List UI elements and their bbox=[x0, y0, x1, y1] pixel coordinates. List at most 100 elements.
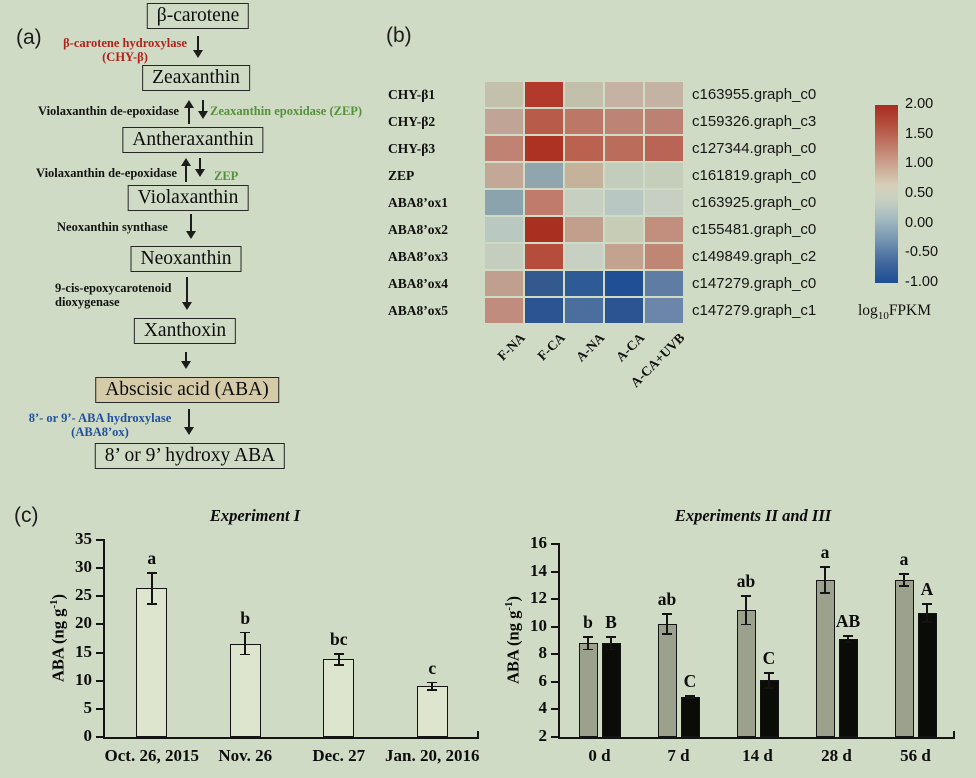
heatmap-gene-label: CHY-β1 bbox=[388, 86, 436, 102]
heatmap-cell bbox=[645, 190, 683, 215]
significance-letter: A bbox=[920, 579, 934, 600]
y-axis-tick bbox=[551, 736, 560, 738]
significance-letter: ab bbox=[657, 588, 677, 609]
heatmap-cell bbox=[605, 271, 643, 296]
colorbar-tick-label: 0.50 bbox=[905, 185, 934, 201]
heatmap-gene-label: ABA8’ox1 bbox=[388, 194, 448, 210]
heatmap-gene-label: ABA8’ox4 bbox=[388, 275, 448, 291]
heatmap-transcript-id: c147279.graph_c0 bbox=[692, 275, 817, 292]
x-category-label: Oct. 26, 2015 bbox=[104, 746, 199, 765]
y-tick-label: 30 bbox=[75, 557, 92, 577]
chart-experiments-2-3: Experiments II and III ABA (ng g-1) 2 4 6 8… bbox=[490, 500, 976, 778]
heatmap-cell bbox=[645, 163, 683, 188]
heatmap: CHY-β1 c163955.graph_c0 CHY-β2 c159326.grap… bbox=[388, 82, 855, 323]
bar bbox=[815, 579, 835, 737]
arrow-down-icon bbox=[181, 352, 191, 369]
heatmap-gene-label: ABA8’ox5 bbox=[388, 302, 448, 318]
y-axis-tick bbox=[96, 623, 105, 626]
y-axis-label-text: ABA (ng g bbox=[503, 610, 523, 685]
x-category-label: 7 d bbox=[667, 746, 690, 765]
heatmap-cell bbox=[485, 298, 523, 323]
heatmap-transcript-id: c147279.graph_c1 bbox=[692, 302, 817, 319]
error-bar bbox=[922, 603, 932, 623]
heatmap-gene-label: CHY-β3 bbox=[388, 140, 436, 156]
heatmap-cell bbox=[565, 82, 603, 107]
y-axis-label-close: ) bbox=[48, 593, 68, 600]
heatmap-transcript-id: c127344.graph_c0 bbox=[692, 140, 817, 157]
bar bbox=[680, 697, 700, 737]
y-axis-label: ABA (ng g-1) bbox=[48, 594, 69, 682]
colorbar-tick-label: 0.00 bbox=[905, 214, 934, 231]
error-bar bbox=[240, 631, 251, 656]
heatmap-cell bbox=[645, 217, 683, 242]
heatmap-cell bbox=[565, 217, 603, 242]
heatmap-cell bbox=[645, 298, 683, 323]
y-axis-tick bbox=[96, 567, 105, 570]
error-bar bbox=[427, 681, 438, 691]
heatmap-transcript-id: c149849.graph_c2 bbox=[692, 248, 817, 265]
panel-b-label: (b) bbox=[386, 24, 412, 47]
colorbar-label-sub: 10 bbox=[877, 310, 889, 323]
heatmap-cell bbox=[565, 298, 603, 323]
y-tick-label: 10 bbox=[75, 669, 92, 689]
heatmap-cell bbox=[525, 244, 563, 269]
bar bbox=[759, 680, 779, 737]
heatmap-cell bbox=[485, 109, 523, 134]
y-tick-label: 6 bbox=[538, 670, 548, 690]
enzyme-vde-label-1: Violaxanthin de-epoxidase bbox=[38, 104, 179, 118]
x-axis-end-tick bbox=[477, 731, 479, 737]
heatmap-cell bbox=[485, 217, 523, 242]
y-tick-label: 5 bbox=[83, 697, 93, 717]
arrow-down-icon bbox=[186, 214, 196, 239]
heatmap-cell bbox=[565, 163, 603, 188]
enzyme-nced-label-line1: 9-cis-epoxycarotenoid bbox=[55, 281, 172, 295]
error-bar bbox=[899, 572, 909, 587]
heatmap-cell bbox=[525, 217, 563, 242]
enzyme-chy-label-line1: β-carotene hydroxylase bbox=[63, 36, 187, 50]
colorbar-unit-label: log10FPKM bbox=[858, 302, 931, 322]
heatmap-gene-label: CHY-β2 bbox=[388, 113, 436, 129]
y-axis-tick bbox=[551, 680, 560, 683]
significance-letter: b bbox=[240, 607, 251, 628]
y-axis-tick bbox=[96, 539, 105, 541]
error-bar bbox=[685, 694, 695, 700]
heatmap-cell bbox=[605, 244, 643, 269]
panel-a-label: (a) bbox=[16, 26, 42, 49]
bar bbox=[657, 623, 677, 737]
heatmap-cell bbox=[565, 190, 603, 215]
heatmap-gene-label: ABA8’ox3 bbox=[388, 248, 448, 264]
heatmap-cell bbox=[525, 109, 563, 134]
bar bbox=[838, 639, 858, 737]
error-bar bbox=[146, 572, 157, 605]
colorbar-label-unit: FPKM bbox=[888, 302, 932, 319]
enzyme-zep-label-1: Zeaxanthin epoxidase (ZEP) bbox=[210, 104, 363, 118]
y-tick-label: 2 bbox=[538, 726, 548, 745]
y-axis-label-close: ) bbox=[503, 595, 523, 602]
arrow-down-icon bbox=[184, 409, 194, 435]
heatmap-cell bbox=[485, 244, 523, 269]
bar bbox=[917, 612, 937, 737]
node-hydroxy-aba: 8’ or 9’ hydroxy ABA bbox=[94, 443, 286, 469]
heatmap-cell bbox=[485, 136, 523, 161]
heatmap-cell bbox=[605, 190, 643, 215]
significance-letter: c bbox=[428, 657, 437, 678]
significance-letter: a bbox=[899, 548, 909, 569]
bar bbox=[229, 643, 261, 737]
y-axis-label-sup: -1 bbox=[47, 599, 60, 609]
heatmap-cell bbox=[645, 136, 683, 161]
bar bbox=[578, 643, 598, 737]
y-axis-tick bbox=[96, 679, 105, 682]
heatmap-cell bbox=[605, 163, 643, 188]
arrow-down-icon bbox=[195, 158, 205, 177]
significance-letter: C bbox=[762, 648, 776, 669]
x-category-label: Jan. 20, 2016 bbox=[385, 746, 480, 765]
y-axis-tick bbox=[551, 708, 560, 711]
enzyme-nxs-label: Neoxanthin synthase bbox=[57, 220, 168, 234]
bar bbox=[736, 610, 756, 737]
enzyme-nced-label-line2: dioxygenase bbox=[55, 295, 120, 309]
heatmap-cell bbox=[565, 109, 603, 134]
y-axis-tick bbox=[551, 598, 560, 601]
significance-letter: a bbox=[820, 542, 830, 563]
